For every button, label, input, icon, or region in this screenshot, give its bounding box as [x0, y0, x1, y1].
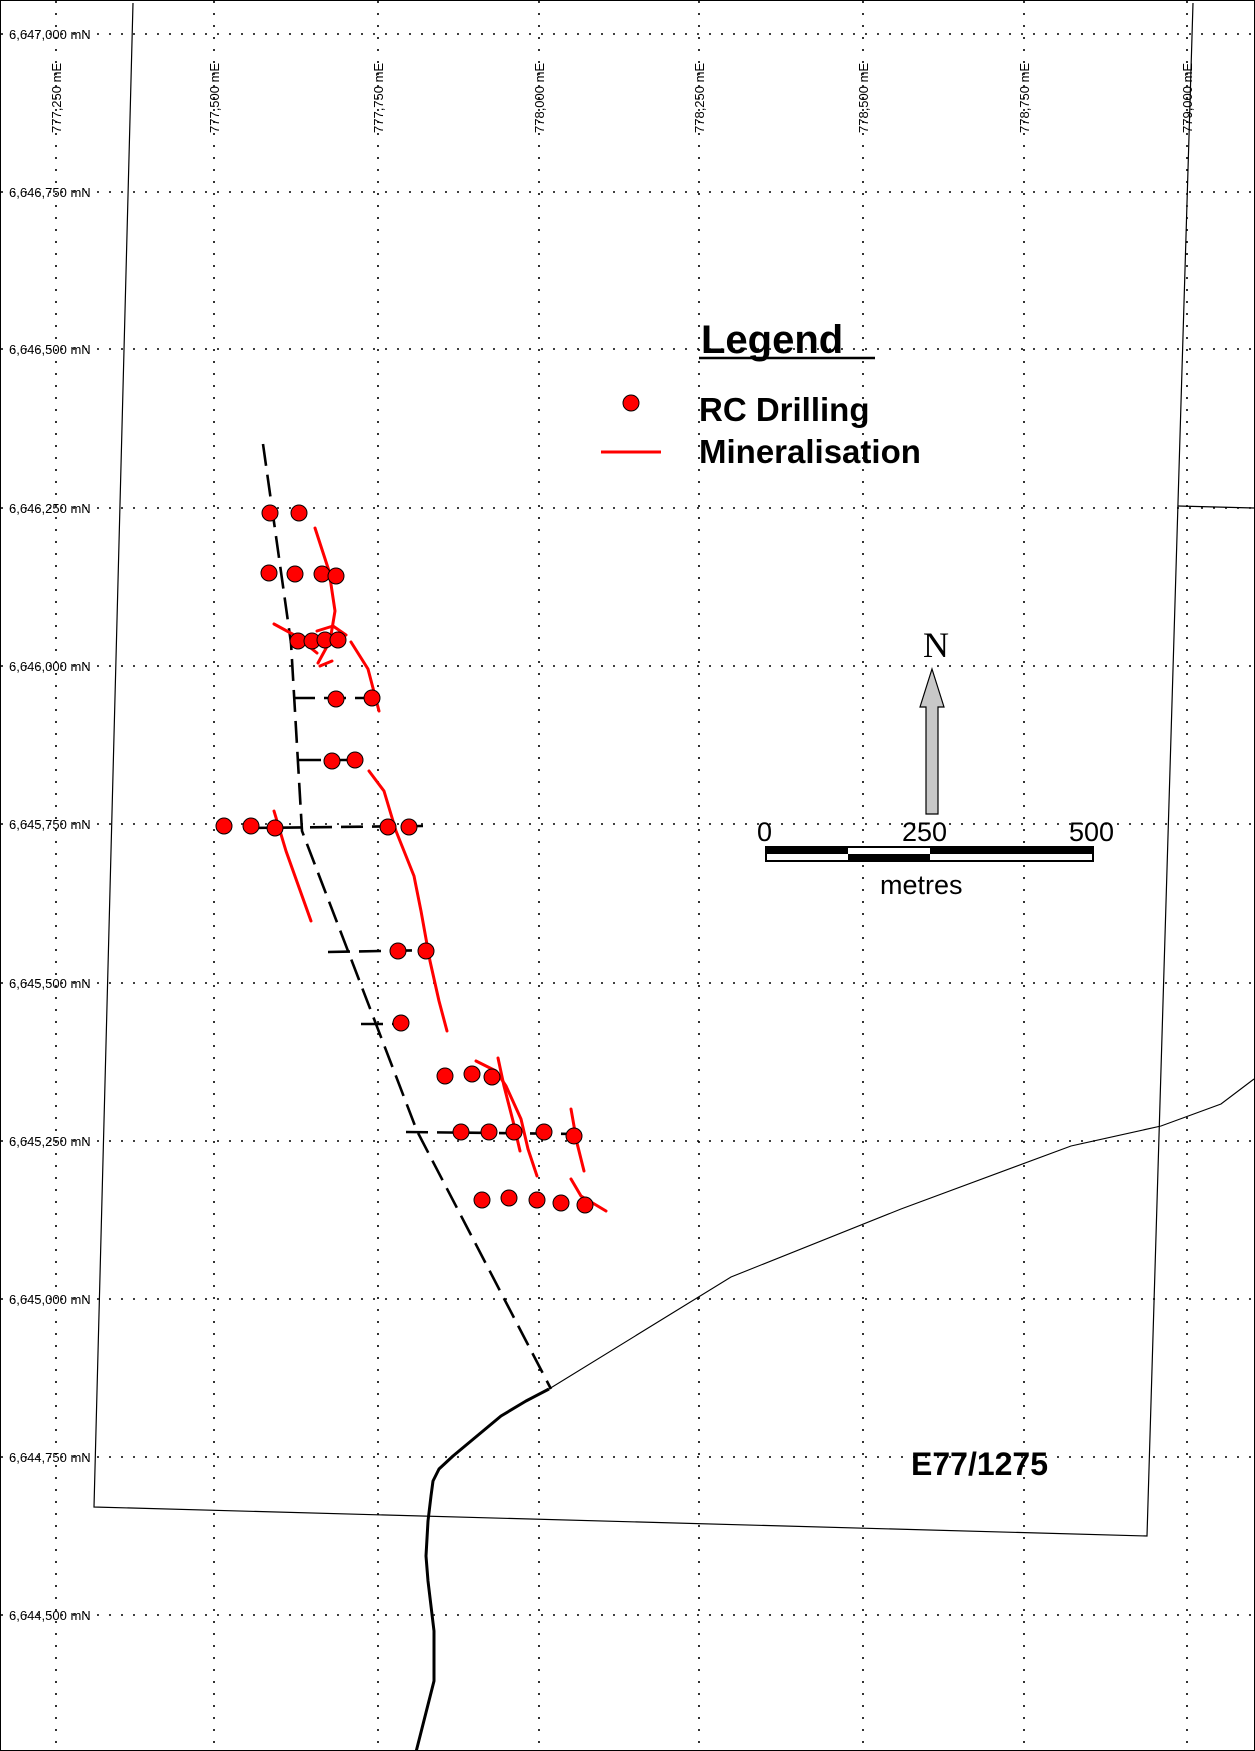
- scale-segment: [766, 847, 848, 854]
- rc-drill-hole: [480, 1123, 498, 1141]
- easting-label: 778,500 mE: [856, 63, 871, 133]
- rc-drill-hole: [261, 504, 279, 522]
- rc-drill-hole: [505, 1123, 523, 1141]
- northing-label: 6,646,500 mN: [9, 342, 91, 357]
- rc-drill-hole: [260, 564, 278, 582]
- rc-drill-hole: [215, 817, 233, 835]
- rc-drill-hole: [500, 1189, 518, 1207]
- structure-dashed-lines: [247, 443, 578, 1390]
- rc-drill-hole: [389, 942, 407, 960]
- rc-drill-hole: [379, 818, 397, 836]
- rc-drill-hole: [327, 567, 345, 585]
- easting-label: 779,000 mE: [1180, 63, 1195, 133]
- northing-label: 6,646,750 mN: [9, 185, 91, 200]
- northing-label: 6,646,000 mN: [9, 659, 91, 674]
- rc-drill-hole: [313, 565, 331, 583]
- mineralisation-traces: [272, 526, 608, 1213]
- scale-segment: [848, 854, 930, 861]
- northing-label: 6,646,250 mN: [9, 501, 91, 516]
- rc-drill-hole: [463, 1065, 481, 1083]
- easting-label: 778,750 mE: [1017, 63, 1032, 133]
- rc-drill-hole: [400, 818, 418, 836]
- northing-label: 6,645,250 mN: [9, 1134, 91, 1149]
- rc-drill-hole: [286, 565, 304, 583]
- track-line: [548, 1078, 1254, 1390]
- tenement-label: E77/1275: [911, 1446, 1048, 1482]
- rc-drill-hole: [363, 689, 381, 707]
- scale-unit: metres: [880, 870, 963, 900]
- easting-label: 778,000 mE: [532, 63, 547, 133]
- easting-label: 777,250 mE: [49, 63, 64, 133]
- legend-title: Legend: [701, 318, 843, 362]
- rc-drill-hole: [552, 1194, 570, 1212]
- rc-drill-hole: [329, 631, 347, 649]
- northing-label: 6,644,500 mN: [9, 1608, 91, 1623]
- scale-bar: 0 250 500 metres: [757, 817, 1114, 900]
- northing-label: 6,647,000 mN: [9, 27, 91, 42]
- rc-drill-holes: [215, 504, 594, 1214]
- tenement-boundary: [93, 2, 1254, 1537]
- rc-drill-hole: [327, 690, 345, 708]
- rc-drill-hole: [528, 1191, 546, 1209]
- legend: Legend RC Drilling Mineralisation: [601, 318, 921, 470]
- easting-label: 778,250 mE: [692, 63, 707, 133]
- scale-segment: [930, 847, 1093, 854]
- red-dot-icon: [622, 394, 640, 412]
- rc-drill-hole: [576, 1196, 594, 1214]
- rc-drill-hole: [473, 1191, 491, 1209]
- rc-drill-hole: [535, 1123, 553, 1141]
- legend-item-rc-drilling: RC Drilling: [699, 391, 870, 428]
- rc-drill-hole: [346, 751, 364, 769]
- scale-label-0: 0: [757, 817, 772, 847]
- easting-label: 777,500 mE: [207, 63, 222, 133]
- rc-drill-hole: [266, 819, 284, 837]
- north-arrow-icon: [919, 667, 945, 815]
- north-arrow-label: N: [923, 625, 949, 665]
- easting-label: 777,750 mE: [371, 63, 386, 133]
- northing-label: 6,644,750 mN: [9, 1450, 91, 1465]
- scale-label-500: 500: [1069, 817, 1114, 847]
- rc-drill-hole: [323, 752, 341, 770]
- legend-item-mineralisation: Mineralisation: [699, 433, 921, 470]
- rc-drill-hole: [452, 1123, 470, 1141]
- rc-drill-hole: [565, 1127, 583, 1145]
- north-arrow: N: [919, 625, 949, 815]
- rc-drill-hole: [483, 1068, 501, 1086]
- main-road: [414, 1387, 550, 1750]
- northing-label: 6,645,000 mN: [9, 1292, 91, 1307]
- scale-label-250: 250: [902, 817, 947, 847]
- rc-drill-hole: [242, 817, 260, 835]
- rc-drill-hole: [290, 504, 308, 522]
- rc-drill-hole: [392, 1014, 410, 1032]
- rc-drill-hole: [417, 942, 435, 960]
- northing-label: 6,645,750 mN: [9, 817, 91, 832]
- northing-label: 6,645,500 mN: [9, 976, 91, 991]
- rc-drill-hole: [436, 1067, 454, 1085]
